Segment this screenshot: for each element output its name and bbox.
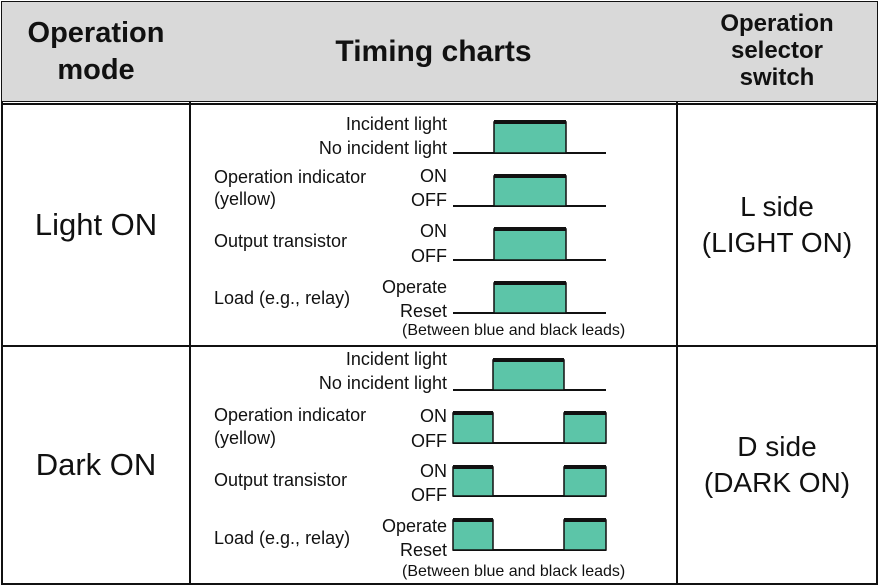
dark-indicator-waveform (452, 411, 607, 444)
dark-load-waveform (452, 518, 607, 551)
mode-dark-on-text: Dark ON (35, 447, 157, 482)
light-indicator-label: Operation indicator (214, 167, 367, 187)
switch-light-on-line2: (LIGHT ON) (701, 227, 853, 258)
light-transistor-on: ON (420, 221, 447, 241)
header-operation-mode-text: Operation mode (27, 17, 165, 86)
dark-transistor-on: ON (420, 461, 447, 481)
light-indicator-on: ON (420, 166, 447, 186)
dark-indicator-off: OFF (411, 431, 447, 451)
light-load-operate: Operate (381, 277, 447, 297)
light-load-waveform (453, 281, 606, 314)
light-indicator-waveform (453, 174, 606, 207)
dark-transistor-off: OFF (411, 485, 447, 505)
light-leads-note: (Between blue and black leads) (402, 322, 626, 339)
light-load-reset: Reset (399, 301, 447, 321)
dark-indicator-sub-label: (yellow) (214, 428, 277, 448)
light-indicator-sub-label: (yellow) (214, 189, 277, 209)
switch-dark-on: D side (DARK ON) (677, 346, 877, 584)
dark-load-label: Load (e.g., relay) (214, 528, 351, 548)
light-indicator-off: OFF (411, 190, 447, 210)
dark-transistor-waveform (452, 465, 607, 497)
header-selector-switch-text: Operation selector switch (720, 10, 834, 91)
mode-dark-on: Dark ON (2, 346, 190, 584)
mode-light-on: Light ON (2, 104, 190, 346)
dark-incident-label: Incident light (345, 349, 447, 369)
light-transistor-label: Output transistor (214, 231, 348, 251)
dark-incident-waveform (453, 358, 606, 391)
light-incident-waveform (453, 120, 606, 154)
dark-leads-note: (Between blue and black leads) (402, 563, 626, 580)
header-selector-switch: Operation selector switch (677, 2, 877, 101)
switch-dark-on-line1: D side (737, 431, 817, 463)
light-load-label: Load (e.g., relay) (214, 288, 351, 308)
header-timing-charts-text: Timing charts (335, 34, 532, 68)
switch-light-on-line1: L side (740, 191, 814, 223)
dark-load-reset: Reset (399, 540, 447, 560)
light-no-incident-label: No incident light (318, 138, 447, 158)
switch-dark-on-line2: (DARK ON) (703, 467, 851, 498)
light-transistor-off: OFF (411, 246, 447, 266)
dark-transistor-label: Output transistor (214, 470, 348, 490)
mode-light-on-text: Light ON (34, 207, 158, 242)
dark-load-operate: Operate (381, 516, 447, 536)
header-timing-charts: Timing charts (190, 2, 677, 101)
header-operation-mode: Operation mode (2, 2, 190, 101)
switch-light-on: L side (LIGHT ON) (677, 104, 877, 346)
dark-no-incident-label: No incident light (318, 373, 447, 393)
dark-indicator-label: Operation indicator (214, 405, 367, 425)
dark-indicator-on: ON (420, 406, 447, 426)
light-incident-label: Incident light (345, 114, 447, 134)
light-transistor-waveform (453, 227, 606, 261)
